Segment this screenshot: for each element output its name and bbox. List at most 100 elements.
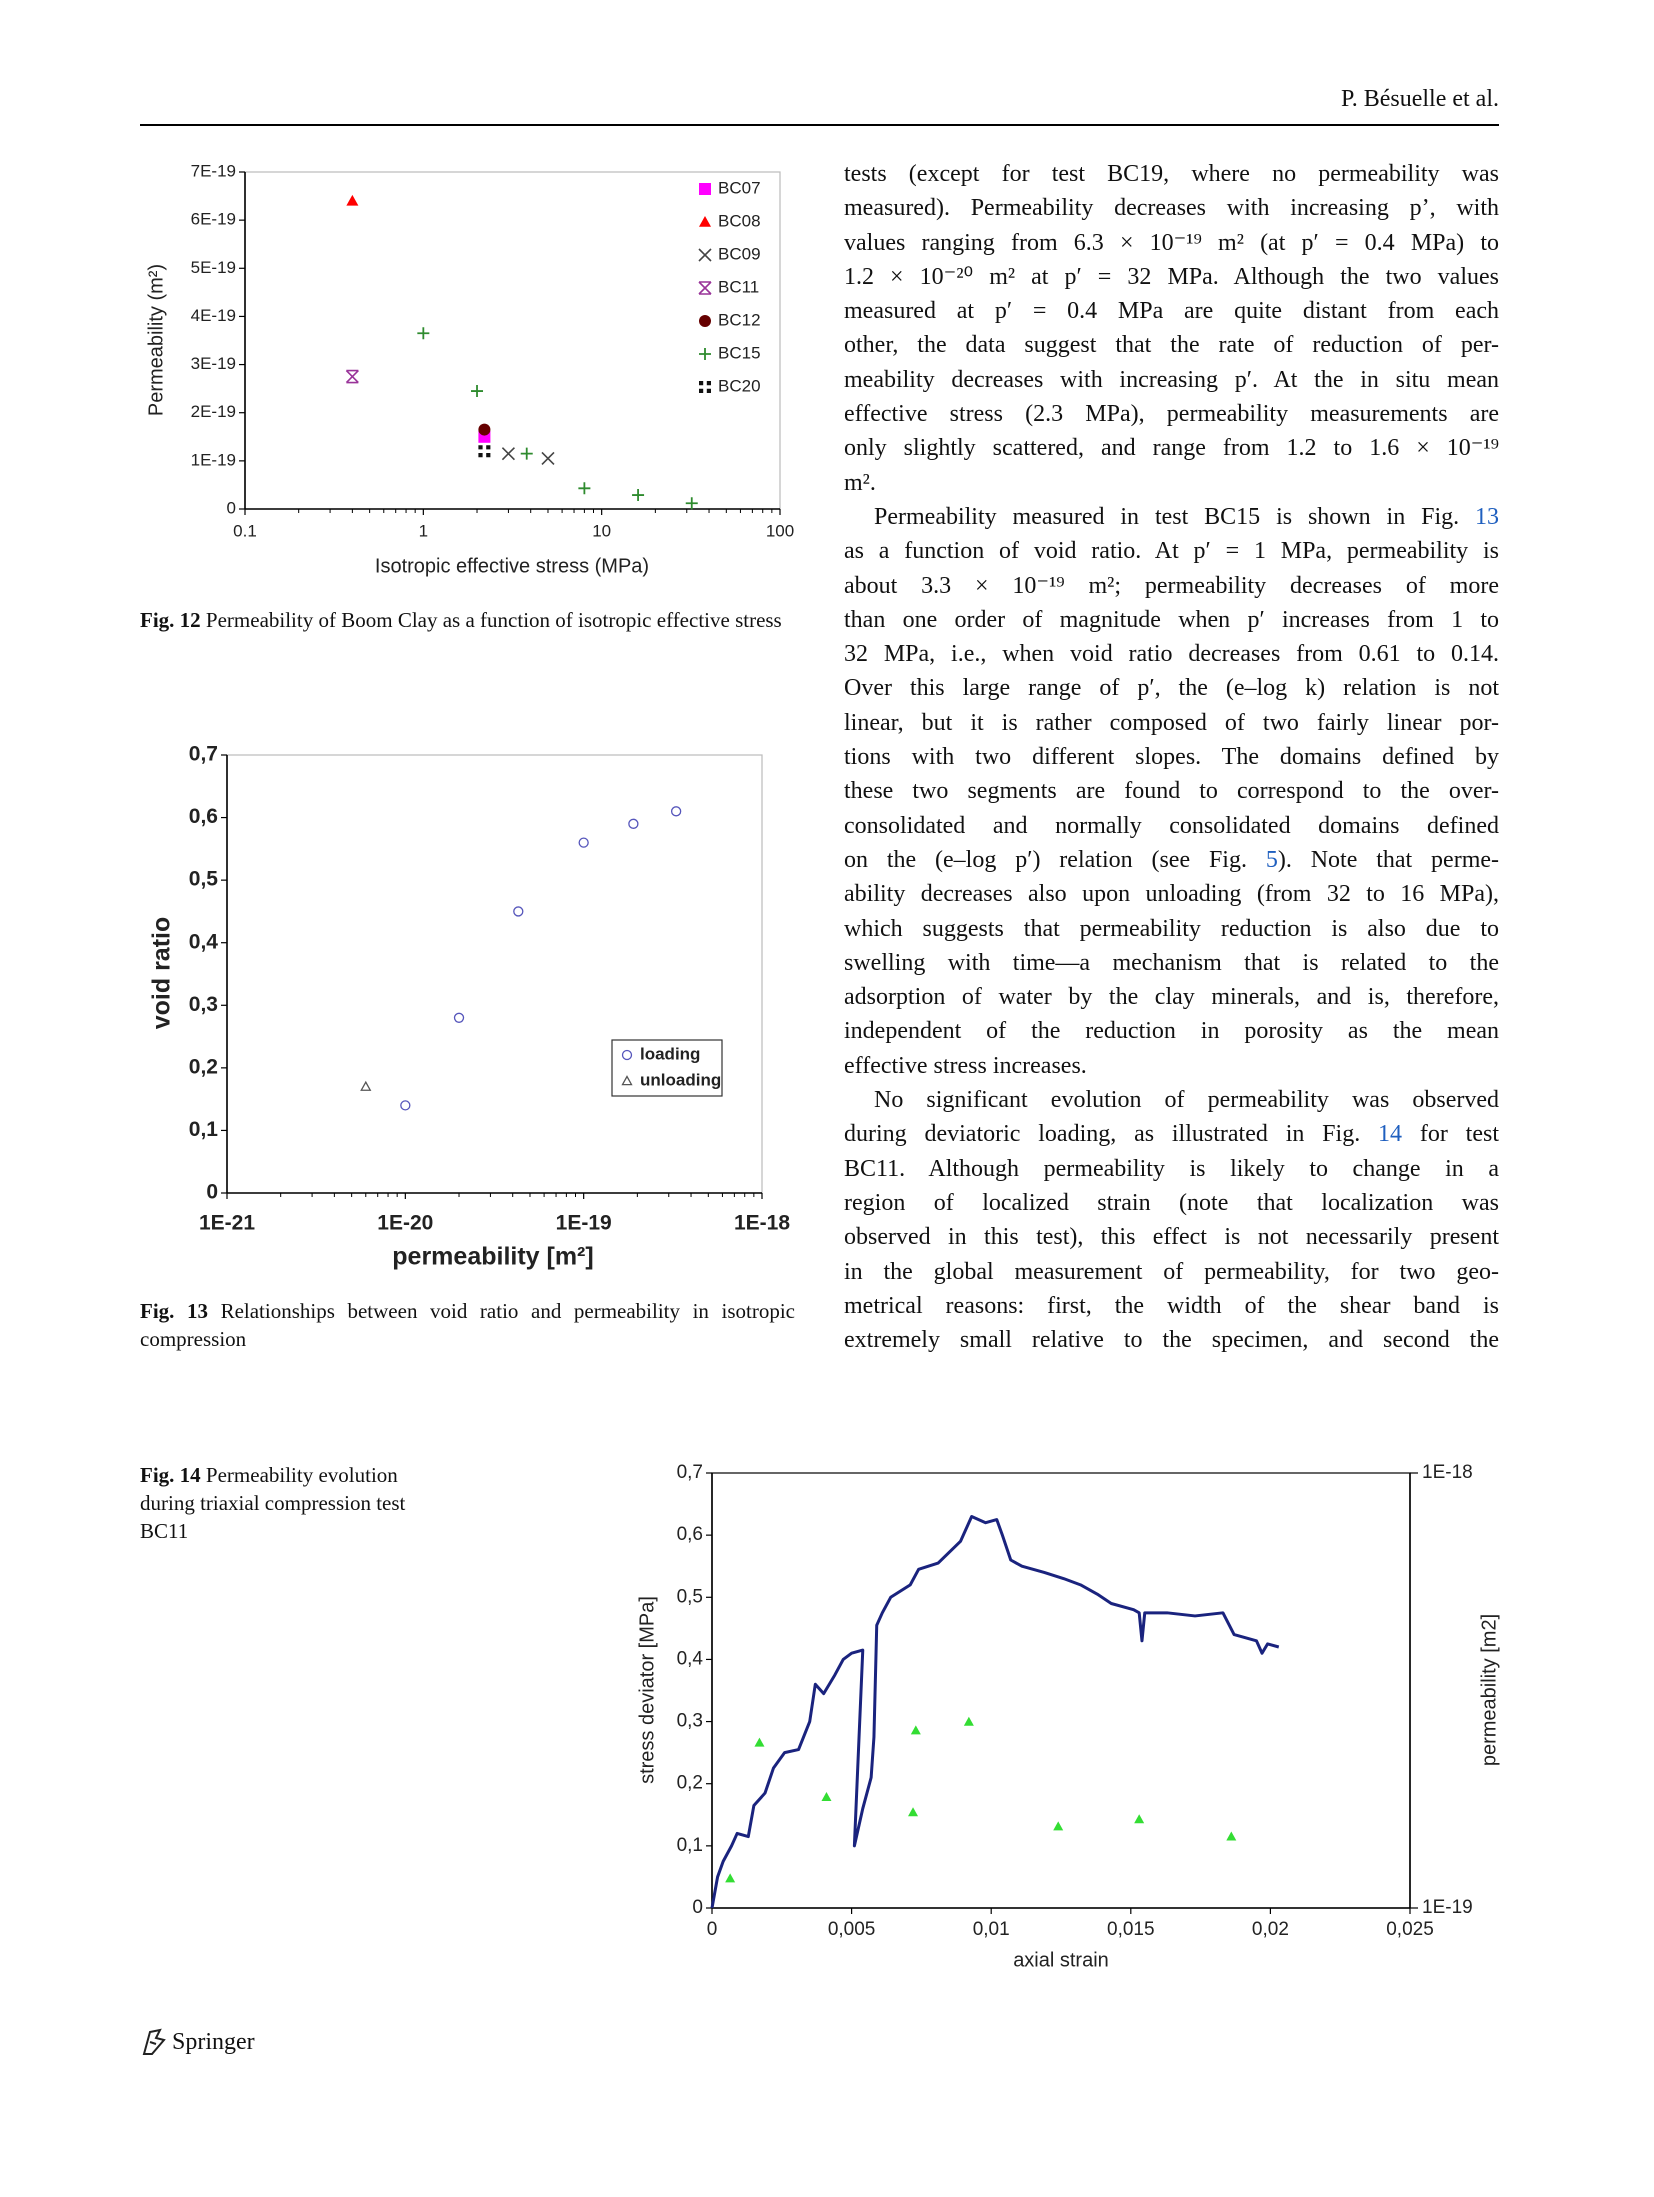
x-tick-label: 0.1: [233, 521, 257, 540]
legend-label: BC08: [718, 211, 761, 230]
data-point: [910, 1725, 921, 1735]
y-tick-label: 0,5: [189, 868, 219, 891]
x-tick-label: 1E-19: [556, 1212, 612, 1235]
text-line: measured at p′ = 0.4 MPa are quite dista…: [844, 298, 1499, 325]
text-line: 1.2 × 10⁻²⁰ m² at p′ = 32 MPa. Although …: [844, 263, 1499, 290]
data-point: [754, 1737, 765, 1747]
legend-label: BC12: [718, 310, 761, 329]
figure-caption: Fig. 13 Relationships between void ratio…: [140, 1297, 795, 1353]
data-point: [453, 1012, 465, 1023]
footer: Springer: [140, 2028, 255, 2056]
x-tick-label: 0,005: [828, 1919, 876, 1940]
legend-symbol: [699, 381, 711, 393]
text-line: region of localized strain (note that lo…: [844, 1189, 1499, 1216]
data-point: [541, 451, 555, 466]
legend-symbol: [621, 1049, 633, 1061]
caption-label: Fig. 14: [140, 1463, 201, 1487]
y-tick-label: 2E-19: [191, 402, 236, 421]
publisher-logo: [142, 2028, 166, 2055]
data-point: [471, 385, 484, 398]
data-point: [685, 497, 698, 510]
data-line: [710, 1515, 1280, 1909]
header-rule: [140, 124, 1499, 126]
legend-symbol: [699, 183, 711, 195]
legend-label: BC11: [718, 277, 759, 296]
data-point: [417, 327, 430, 340]
legend-label: loading: [640, 1044, 700, 1063]
figure-link[interactable]: 14: [1378, 1121, 1403, 1148]
data-point: [725, 1873, 736, 1883]
text-line: values ranging from 6.3 × 10⁻¹⁹ m² (at p…: [844, 229, 1499, 256]
text-line: adsorption of water by the clay minerals…: [844, 984, 1499, 1011]
text-line: BC11. Although permeability is likely to…: [844, 1155, 1499, 1182]
y-tick-label: 0,3: [189, 993, 218, 1016]
x-tick-label: 0,015: [1107, 1919, 1155, 1940]
y-tick-label: 3E-19: [191, 354, 236, 373]
y-tick-label: 0,2: [677, 1773, 703, 1794]
text-line: consolidated and normally consolidated d…: [844, 812, 1499, 839]
text-line: m².: [844, 469, 876, 496]
text-line: other, the data suggest that the rate of…: [844, 332, 1499, 359]
text-run: on the (e–log p′) relation (see Fig.: [844, 846, 1266, 873]
y-tick-label: 0,3: [677, 1711, 703, 1732]
legend-symbol: [621, 1075, 633, 1086]
data-point: [821, 1791, 832, 1801]
x-tick-label: 0,025: [1386, 1919, 1434, 1940]
text-line: as a function of void ratio. At p′ = 1 M…: [844, 538, 1499, 565]
data-point: [345, 369, 359, 384]
x-axis-label: axial strain: [1013, 1949, 1109, 1971]
text-line: Permeability measured in test BC15 is sh…: [844, 500, 1499, 534]
y-tick-label: 0,2: [189, 1055, 218, 1078]
x-axis-label: Isotropic effective stress (MPa): [375, 555, 649, 577]
x-tick-label: 1: [419, 521, 428, 540]
x-tick-label: 0: [707, 1919, 718, 1940]
text-line: effective stress (2.3 MPa), permeability…: [844, 401, 1499, 428]
text-line: Over this large range of p′, the (e–log …: [844, 675, 1499, 702]
x-tick-label: 10: [592, 521, 611, 540]
y-tick-label: 0,1: [677, 1835, 703, 1856]
legend-label: BC07: [718, 178, 761, 197]
text-run: for test: [1402, 1121, 1499, 1148]
legend-label: unloading: [640, 1070, 721, 1089]
data-point: [501, 447, 515, 461]
figure-link[interactable]: 13: [1475, 503, 1499, 530]
legend-symbol: [698, 248, 712, 262]
figure-link[interactable]: 5: [1265, 846, 1278, 873]
figure-caption: Fig. 12 Permeability of Boom Clay as a f…: [140, 606, 795, 634]
legend-label: BC09: [718, 244, 761, 263]
y-tick-label: 0,6: [677, 1524, 703, 1545]
caption-text: Permeability evolution during triaxial c…: [140, 1463, 406, 1543]
y-tick-label: 0,5: [677, 1586, 703, 1607]
caption-label: Fig. 13: [140, 1299, 208, 1323]
y-tick-label: 7E-19: [191, 161, 236, 180]
text-line: observed in this test), this effect is n…: [844, 1224, 1499, 1251]
text-line: effective stress increases.: [844, 1052, 1087, 1079]
text-run: ). Note that perme-: [1277, 846, 1500, 873]
data-point: [1053, 1821, 1064, 1831]
running-header: P. Bésuelle et al.: [1341, 86, 1499, 112]
text-line: only slightly scattered, and range from …: [844, 435, 1499, 462]
text-line: which suggests that permeability reducti…: [844, 915, 1499, 942]
figure-caption: Fig. 14 Permeability evolution during tr…: [140, 1461, 445, 1545]
text-line: ability decreases also upon unloading (f…: [844, 881, 1499, 908]
y-tick-label: 0,4: [189, 930, 219, 953]
text-run: during deviatoric loading, as illustrate…: [844, 1121, 1379, 1148]
y-tick-label: 0: [206, 1181, 218, 1204]
y2-axis-label: permeability [m2]: [1478, 1614, 1500, 1766]
y-axis-label: stress deviator [MPa]: [636, 1596, 658, 1784]
data-point: [400, 1100, 411, 1111]
data-point: [578, 482, 591, 495]
text-line: 32 MPa, i.e., when void ratio decreases …: [844, 641, 1499, 668]
text-line: tests (except for test BC19, where no pe…: [844, 161, 1499, 187]
data-point: [963, 1716, 974, 1726]
text-line: meability decreases with increasing p′. …: [844, 366, 1499, 393]
data-point: [670, 806, 682, 817]
data-point: [632, 489, 645, 502]
x-tick-label: 1E-21: [199, 1212, 255, 1235]
y-tick-label: 0: [692, 1897, 703, 1918]
caption-text: Relationships between void ratio and per…: [140, 1299, 795, 1351]
caption-text: Permeability of Boom Clay as a function …: [205, 608, 782, 632]
text-line: linear, but it is rather composed of two…: [844, 709, 1499, 736]
